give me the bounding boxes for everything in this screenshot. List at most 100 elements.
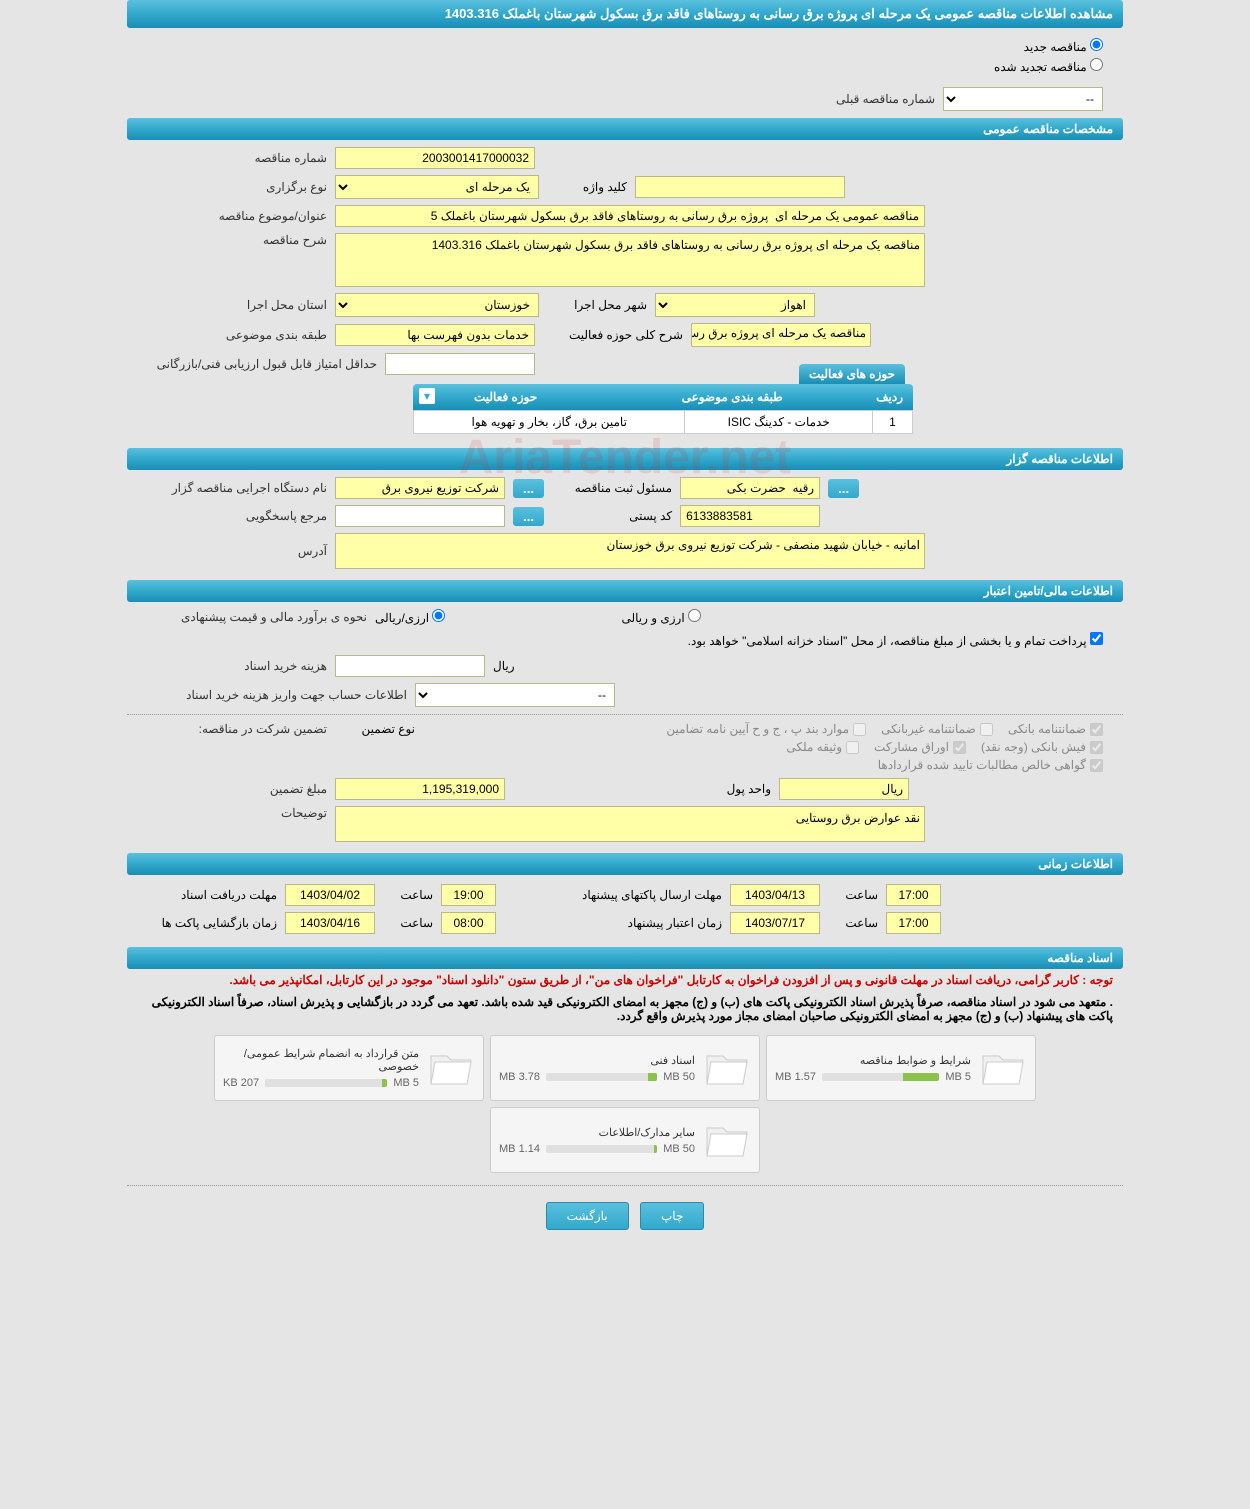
activity-table-header: ▾ ردیف طبقه بندی موضوعی حوزه فعالیت حوزه… <box>413 384 913 410</box>
validity-time[interactable] <box>886 912 941 934</box>
receive-label: مهلت دریافت اسناد <box>147 888 277 902</box>
doc-card-1[interactable]: اسناد فنی 50 MB 3.78 MB <box>490 1035 760 1101</box>
doc-card-3[interactable]: سایر مدارک/اطلاعات 50 MB 1.14 MB <box>490 1107 760 1173</box>
keyword-input[interactable] <box>635 176 845 198</box>
currency-label: ریال <box>493 659 515 673</box>
org-browse-button[interactable]: ... <box>513 479 544 498</box>
page-title: مشاهده اطلاعات مناقصه عمومی یک مرحله ای … <box>445 6 1113 21</box>
receive-time[interactable] <box>441 884 496 906</box>
city-select[interactable]: اهواز <box>655 293 815 317</box>
radio-new-input[interactable] <box>1090 38 1103 51</box>
activity-table: 1 خدمات - کدینگ ISIC تامین برق، گاز، بخا… <box>413 410 913 434</box>
doc-used: 1.14 MB <box>499 1143 540 1155</box>
type-select[interactable]: یک مرحله ای <box>335 175 539 199</box>
contact-browse-button[interactable]: ... <box>513 507 544 526</box>
back-button[interactable]: بازگشت <box>546 1202 629 1230</box>
account-label: اطلاعات حساب جهت واریز هزینه خرید اسناد <box>147 688 407 702</box>
desc-textarea[interactable]: مناقصه یک مرحله ای پروژه برق رسانی به رو… <box>335 233 925 287</box>
section-documents: اسناد مناقصه <box>127 947 1123 969</box>
send-date[interactable] <box>730 884 820 906</box>
number-label: شماره مناقصه <box>147 151 327 165</box>
unit-input[interactable] <box>779 778 909 800</box>
doc-title: سایر مدارک/اطلاعات <box>499 1126 695 1139</box>
warning-black: . متعهد می شود در اسناد مناقصه، صرفاً پذ… <box>127 991 1123 1027</box>
account-select[interactable]: -- <box>415 683 615 707</box>
doc-total: 50 MB <box>663 1071 695 1083</box>
contact-label: مرجع پاسخگویی <box>147 509 327 523</box>
subject-input[interactable] <box>335 205 925 227</box>
doc-used: 3.78 MB <box>499 1071 540 1083</box>
open-time[interactable] <box>441 912 496 934</box>
send-time[interactable] <box>886 884 941 906</box>
address-label: آدرس <box>147 544 327 558</box>
progress-bar <box>546 1145 657 1153</box>
prev-number-select[interactable]: -- <box>943 87 1103 111</box>
doc-card-2[interactable]: متن قرارداد به انضمام شرایط عمومی/خصوصی … <box>214 1035 484 1101</box>
progress-bar <box>546 1073 657 1081</box>
radio-fx-both[interactable]: ارزی و ریالی <box>621 609 701 625</box>
progress-bar <box>265 1079 387 1087</box>
collapse-icon[interactable]: ▾ <box>419 388 435 404</box>
class-input[interactable] <box>335 324 535 346</box>
receive-date[interactable] <box>285 884 375 906</box>
validity-label: زمان اعتبار پیشنهاد <box>562 916 722 930</box>
open-date[interactable] <box>285 912 375 934</box>
payment-checkbox[interactable] <box>1090 632 1103 645</box>
doc-card-0[interactable]: شرایط و ضوابط مناقصه 5 MB 1.57 MB <box>766 1035 1036 1101</box>
amount-label: مبلغ تضمین <box>147 782 327 796</box>
tender-type-group: مناقصه جدید مناقصه تجدید شده <box>127 28 1123 84</box>
doc-title: اسناد فنی <box>499 1054 695 1067</box>
number-input[interactable] <box>335 147 535 169</box>
province-label: استان محل اجرا <box>147 298 327 312</box>
validity-date[interactable] <box>730 912 820 934</box>
subject-label: عنوان/موضوع مناقصه <box>147 209 327 223</box>
radio-renewed-tender[interactable]: مناقصه تجدید شده <box>147 56 1103 76</box>
chk-bank-receipt[interactable]: فیش بانکی (وجه نقد) <box>981 740 1103 754</box>
chk-clauses[interactable]: موارد بند پ ، ج و ح آیین نامه تضامین <box>666 722 866 736</box>
notes-textarea[interactable]: نقد عوارض برق روستایی <box>335 806 925 842</box>
warning-red: توجه : کاربر گرامی، دریافت اسناد در مهلت… <box>127 969 1123 991</box>
keyword-label: کلید واژه <box>547 180 627 194</box>
doc-used: 207 KB <box>223 1077 259 1089</box>
radio-renewed-input[interactable] <box>1090 58 1103 71</box>
postal-input[interactable] <box>680 505 820 527</box>
type-label: نوع برگزاری <box>147 180 327 194</box>
folder-icon <box>427 1044 475 1092</box>
resp-manager-input[interactable] <box>680 477 820 499</box>
min-score-input[interactable] <box>385 353 535 375</box>
activity-desc-label: شرح کلی حوزه فعالیت <box>543 328 683 342</box>
min-score-label: حداقل امتیاز قابل قبول ارزیابی فنی/بازرگ… <box>147 357 377 371</box>
table-row: 1 خدمات - کدینگ ISIC تامین برق، گاز، بخا… <box>414 411 913 434</box>
doc-cost-input[interactable] <box>335 655 485 677</box>
address-textarea[interactable]: امانیه - خیابان شهید منصفی - شرکت توزیع … <box>335 533 925 569</box>
progress-fill <box>903 1073 939 1081</box>
folder-icon <box>703 1116 751 1164</box>
radio-new-tender[interactable]: مناقصه جدید <box>147 36 1103 56</box>
button-row: چاپ بازگشت <box>127 1190 1123 1242</box>
org-input[interactable] <box>335 477 505 499</box>
desc-label: شرح مناقصه <box>147 233 327 247</box>
progress-fill <box>648 1073 657 1081</box>
chk-bank-guarantee[interactable]: ضمانتنامه بانکی <box>1008 722 1103 736</box>
amount-input[interactable] <box>335 778 505 800</box>
time-label-3: ساعت <box>383 916 433 930</box>
postal-label: کد پستی <box>552 509 672 523</box>
resp-browse-button[interactable]: ... <box>828 479 859 498</box>
doc-total: 5 MB <box>945 1071 971 1083</box>
radio-fx-riyal[interactable]: ارزی/ریالی <box>375 609 445 625</box>
chk-property[interactable]: وثیقه ملکی <box>786 740 859 754</box>
contact-input[interactable] <box>335 505 505 527</box>
activity-desc-select[interactable]: مناقصه یک مرحله ای پروژه برق رسانی به <box>691 323 871 347</box>
doc-title: متن قرارداد به انضمام شرایط عمومی/خصوصی <box>223 1047 419 1073</box>
resp-manager-label: مسئول ثبت مناقصه <box>552 481 672 495</box>
province-select[interactable]: خوزستان <box>335 293 539 317</box>
chk-contracts[interactable]: گواهی خالص مطالبات تایید شده قراردادها <box>878 758 1103 772</box>
time-label-2: ساعت <box>828 888 878 902</box>
chk-securities[interactable]: اوراق مشارکت <box>874 740 966 754</box>
unit-label: واحد پول <box>701 782 771 796</box>
print-button[interactable]: چاپ <box>640 1202 704 1230</box>
chk-nonbank[interactable]: ضمانتنامه غیربانکی <box>881 722 993 736</box>
guarantee-type-label: نوع تضمین <box>335 722 415 736</box>
page-title-bar: مشاهده اطلاعات مناقصه عمومی یک مرحله ای … <box>127 0 1123 28</box>
section-general: مشخصات مناقصه عمومی <box>127 118 1123 140</box>
